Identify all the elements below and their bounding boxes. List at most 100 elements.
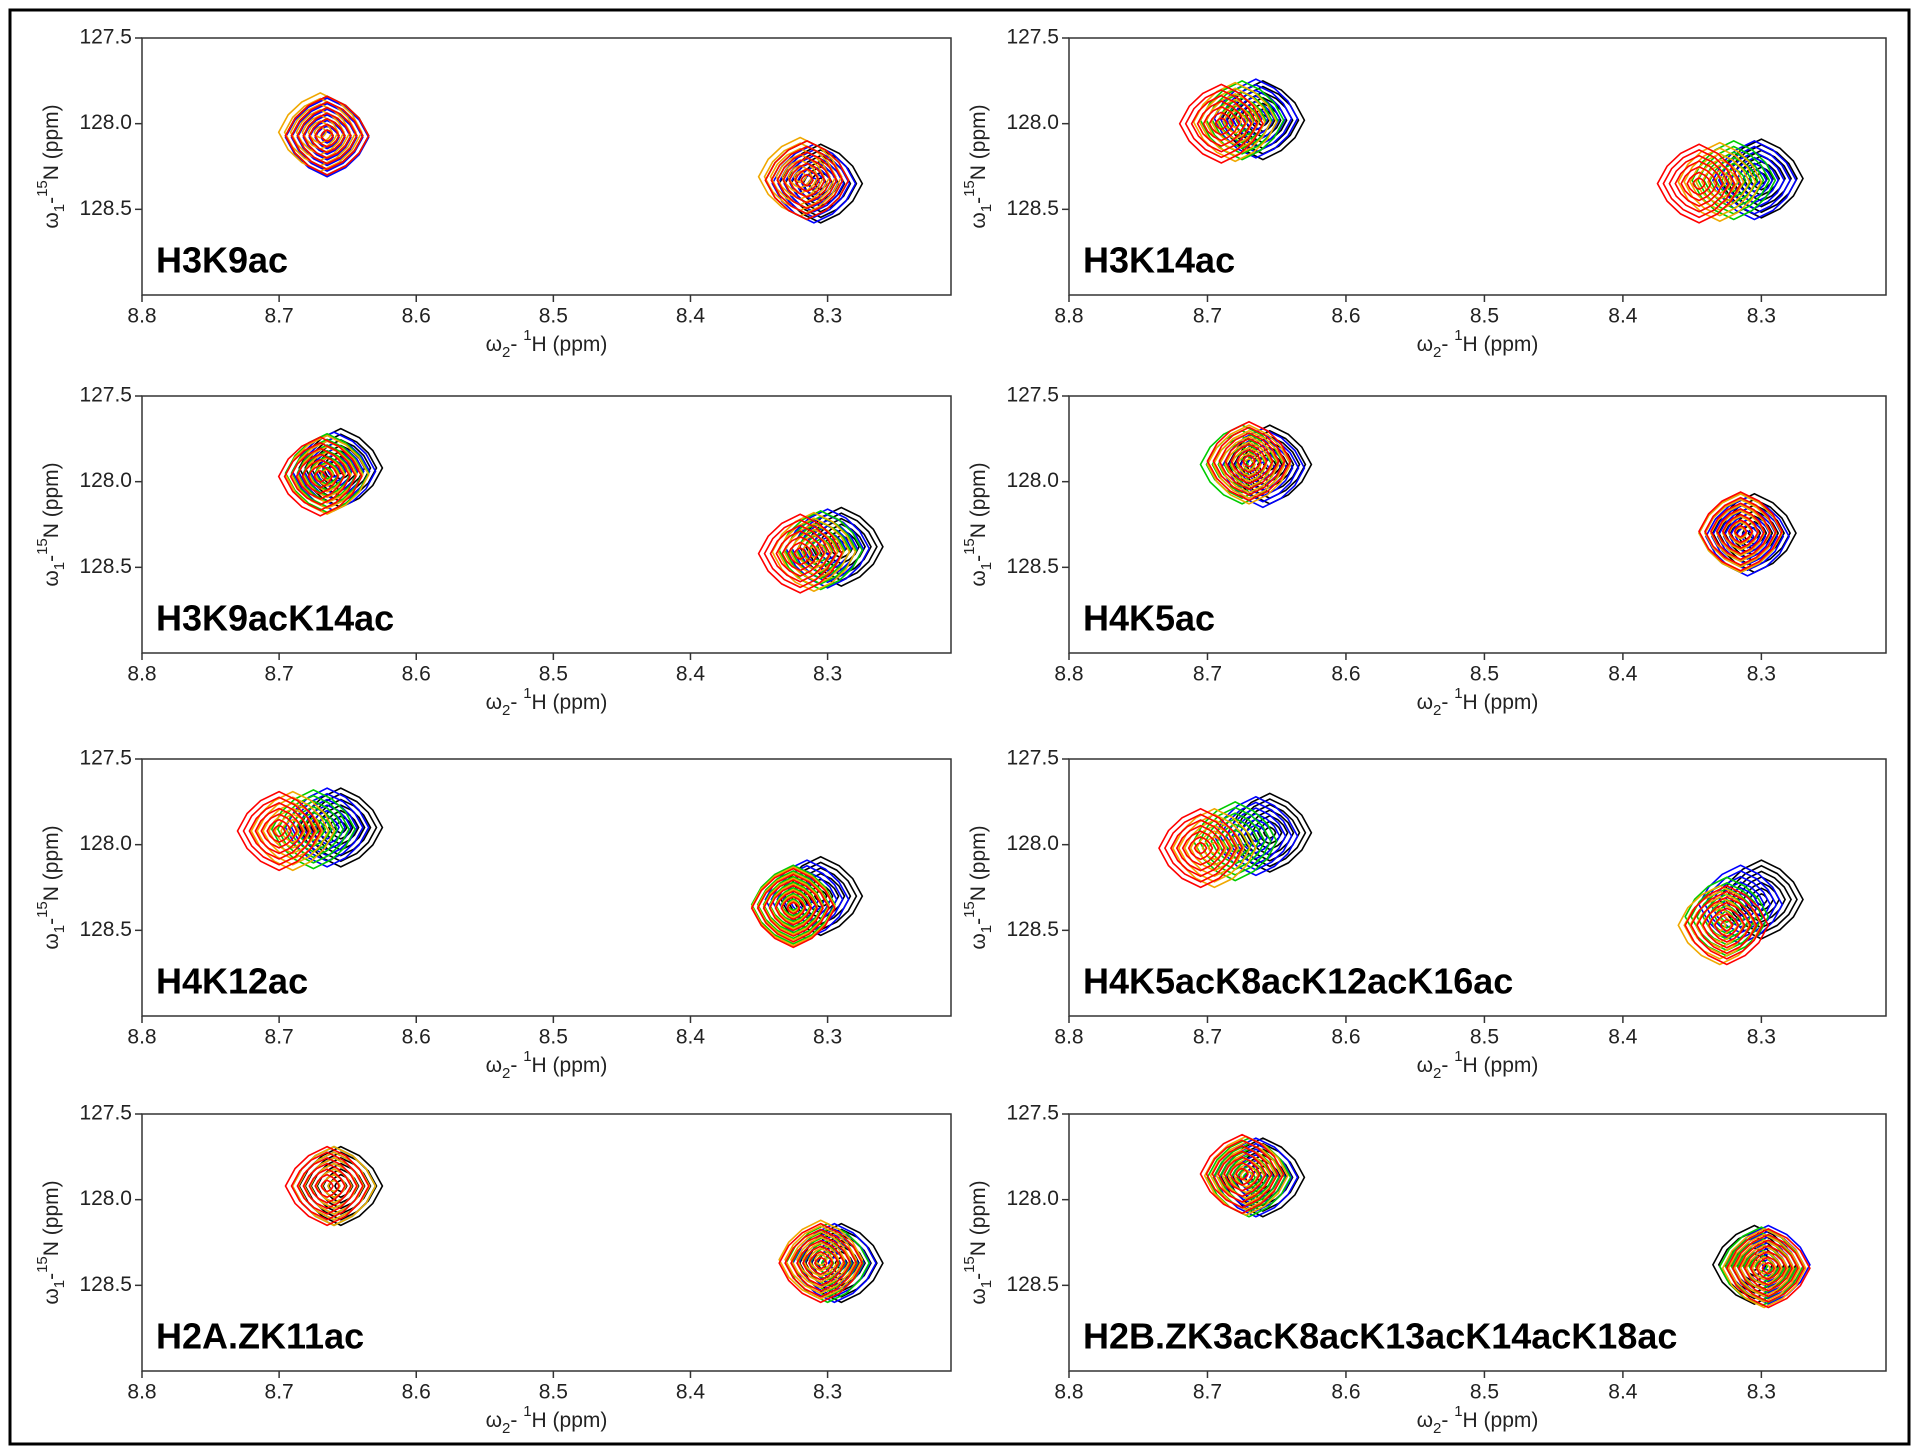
- plot-area: [277, 427, 884, 594]
- contour-level: [796, 1236, 846, 1283]
- x-tick-label: 8.6: [402, 1026, 431, 1049]
- contour-level: [1236, 452, 1262, 477]
- y-tick-label: 128.0: [79, 832, 132, 855]
- contour-level: [1199, 1133, 1285, 1215]
- axis-label-part: (ppm): [967, 104, 990, 165]
- contour-level: [1662, 149, 1736, 219]
- axis-label-part: 15: [961, 901, 978, 918]
- contour-level: [284, 95, 370, 176]
- contour-level: [786, 901, 801, 915]
- plot-area: [236, 787, 864, 949]
- axis-label-part: ω: [40, 570, 63, 586]
- contour-level: [1207, 841, 1222, 855]
- contour-level: [813, 1256, 828, 1270]
- plot-frame: [141, 1113, 952, 1372]
- contour-level: [1690, 890, 1764, 960]
- contour-level: [290, 101, 364, 171]
- contour-level: [1690, 882, 1764, 952]
- contour-level: [1703, 151, 1765, 210]
- contour-level: [1739, 1244, 1789, 1292]
- contour-level: [762, 877, 824, 936]
- contour-level: [296, 106, 358, 165]
- axis-label-part: (ppm): [1478, 691, 1539, 714]
- contour-level: [784, 1228, 858, 1298]
- contour-level: [320, 129, 335, 143]
- axis-label-part: 15: [34, 180, 51, 197]
- axis-label-part: H: [532, 333, 547, 356]
- axis-label-part: ω: [486, 1409, 502, 1432]
- axis-label-part: -: [1441, 1054, 1454, 1077]
- axis-label-part: 1: [978, 562, 995, 570]
- axis-label-part: H: [532, 1409, 547, 1432]
- y-tick-label: 128.5: [79, 197, 132, 220]
- axis-label-part: (ppm): [967, 1180, 990, 1241]
- contour-level: [298, 427, 384, 509]
- contour-level: [1709, 502, 1772, 561]
- x-axis-label: ω2- 1H (ppm): [1417, 327, 1539, 361]
- contour-level: [774, 888, 813, 925]
- plot-frame: [141, 758, 952, 1017]
- axis-label-part: 1: [1454, 1048, 1462, 1065]
- axis-label-part: (ppm): [547, 1409, 608, 1432]
- contour-level: [290, 1151, 364, 1221]
- contour-level: [1704, 498, 1778, 568]
- axis-label-part: 1: [51, 1280, 68, 1288]
- axis-label-part: -: [510, 1409, 523, 1432]
- x-tick-label: 8.4: [1608, 1381, 1638, 1404]
- axis-label-part: (ppm): [967, 825, 990, 886]
- x-tick-label: 8.8: [1054, 1026, 1083, 1049]
- contour-level: [775, 530, 825, 577]
- contour-level: [1725, 1228, 1811, 1309]
- contour-level: [1187, 836, 1214, 861]
- contour-level: [1683, 147, 1757, 217]
- axis-label-part: 1: [523, 327, 531, 344]
- axis-label-part: 2: [1433, 702, 1441, 719]
- contour-level: [1702, 893, 1752, 940]
- x-tick-label: 8.4: [676, 305, 706, 328]
- panel-title: H3K14ac: [1083, 240, 1235, 281]
- axis-label-part: 15: [34, 901, 51, 918]
- contour-level: [783, 522, 845, 581]
- contour-level: [1175, 824, 1226, 872]
- contour-level: [320, 1179, 335, 1193]
- figure-frame: [8, 8, 1911, 1446]
- contour-level: [313, 470, 328, 483]
- contour-level: [1227, 424, 1313, 505]
- axis-label-part: (ppm): [547, 691, 608, 714]
- contour-level: [302, 1162, 352, 1210]
- contour-level: [283, 441, 357, 512]
- contour-level: [784, 1225, 858, 1295]
- x-tick-label: 8.4: [676, 663, 706, 686]
- contour-level: [308, 117, 346, 154]
- contour-level: [1225, 89, 1287, 148]
- contour-level: [285, 824, 300, 838]
- plot-frame: [1068, 37, 1887, 296]
- plot-area: [1178, 78, 1804, 224]
- contour-level: [1242, 458, 1256, 471]
- contour-level: [1745, 1250, 1783, 1286]
- axis-label-part: -: [510, 333, 523, 356]
- axis-label-part: N: [967, 886, 990, 901]
- contour-level: [1674, 160, 1724, 207]
- plot-area: [1199, 1133, 1811, 1309]
- contour-level: [1731, 1233, 1805, 1303]
- contour-level: [1715, 508, 1766, 555]
- contour-level: [314, 1173, 340, 1199]
- y-tick-label: 128.0: [1006, 1187, 1059, 1210]
- y-axis-label: ω1-15N (ppm): [34, 825, 68, 949]
- contour-level: [1733, 1239, 1795, 1298]
- axis-label-part: -: [967, 918, 990, 925]
- contour-level: [1737, 1239, 1799, 1298]
- contour-level: [782, 156, 832, 204]
- contour-level: [284, 432, 370, 514]
- contour-level: [1223, 1156, 1261, 1192]
- contour-level: [813, 1253, 828, 1267]
- axis-label-part: ω: [967, 1288, 990, 1304]
- contour-level: [1190, 94, 1252, 153]
- axis-label-part: ω: [40, 212, 63, 228]
- axis-label-part: (ppm): [40, 462, 63, 523]
- contour-level: [1210, 817, 1260, 865]
- axis-label-part: (ppm): [1478, 333, 1539, 356]
- contour-level: [756, 870, 830, 940]
